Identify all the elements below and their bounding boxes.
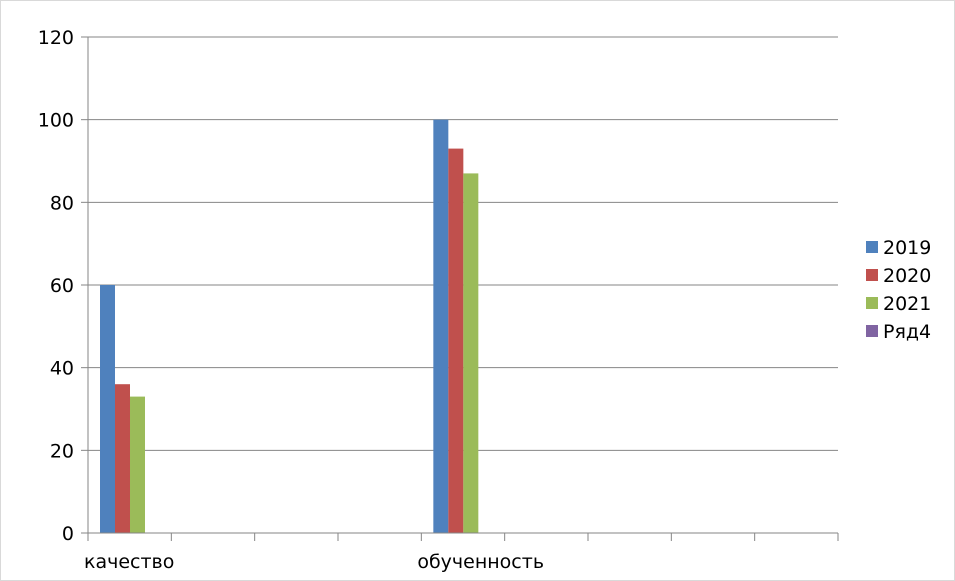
x-category-label: обученность: [417, 551, 544, 573]
y-tick-labels: 0 20 40 60 80 100 120: [38, 27, 74, 545]
bar: [115, 384, 130, 533]
bar: [130, 396, 145, 533]
x-category-labels: качество обученность: [84, 551, 544, 573]
legend: 2019 2020 2021 Ряд4: [866, 237, 931, 343]
bars: [100, 119, 479, 534]
y-tick-label: 80: [50, 192, 74, 214]
x-category-label: качество: [84, 551, 174, 573]
y-tick-label: 20: [50, 440, 74, 462]
y-tick-label: 40: [50, 358, 74, 380]
legend-label: 2021: [883, 293, 931, 315]
bar: [100, 285, 115, 533]
axes: [81, 36, 839, 541]
legend-label: 2020: [883, 265, 931, 287]
y-tick-label: 0: [62, 523, 74, 545]
legend-label: 2019: [883, 237, 931, 259]
gridlines: [88, 36, 838, 451]
y-tick-label: 120: [38, 27, 74, 49]
legend-swatch: [866, 269, 878, 281]
bar: [448, 148, 464, 533]
legend-label: Ряд4: [883, 321, 931, 343]
legend-swatch: [866, 297, 878, 309]
bar: [433, 119, 449, 534]
bar: [463, 173, 479, 533]
legend-swatch: [866, 325, 878, 337]
y-tick-label: 100: [38, 110, 74, 132]
y-tick-label: 60: [50, 275, 74, 297]
legend-swatch: [866, 241, 878, 253]
